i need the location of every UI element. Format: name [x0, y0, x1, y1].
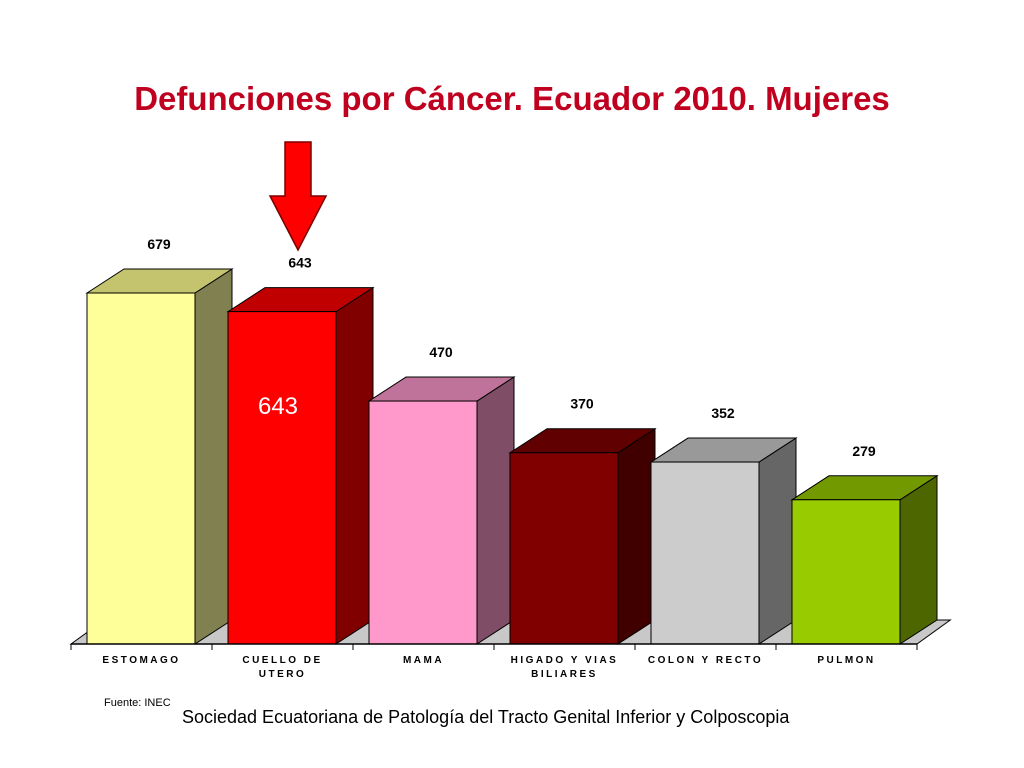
- highlight-arrow-icon: [268, 141, 328, 252]
- value-label: 470: [429, 344, 453, 360]
- bar: [86, 292, 196, 645]
- category-label: UTERO: [259, 669, 307, 680]
- bar-side: [194, 268, 233, 645]
- bar: [368, 400, 478, 645]
- bar: [509, 452, 619, 645]
- category-label: PULMON: [817, 655, 875, 666]
- category-label: MAMA: [403, 655, 444, 666]
- source-note: Fuente: INEC: [104, 697, 171, 709]
- value-label: 279: [852, 443, 876, 459]
- value-label: 352: [711, 405, 735, 421]
- category-label: HIGADO Y VIAS: [511, 655, 619, 666]
- footer-text: Sociedad Ecuatoriana de Patología del Tr…: [182, 707, 790, 727]
- bar: [791, 499, 901, 645]
- value-label: 679: [147, 236, 171, 252]
- category-label: BILIARES: [531, 669, 598, 680]
- bar: [227, 311, 337, 645]
- value-label: 370: [570, 396, 594, 412]
- bar-side: [335, 286, 374, 645]
- bar: [650, 461, 760, 645]
- bar-side: [899, 474, 938, 645]
- bar-side: [476, 376, 515, 645]
- bar-side: [758, 437, 797, 645]
- bar-side: [617, 427, 656, 645]
- category-label: ESTOMAGO: [102, 655, 180, 666]
- category-label: CUELLO DE: [242, 655, 322, 666]
- inner-value-label: 643: [258, 393, 298, 420]
- slide-title: Defunciones por Cáncer. Ecuador 2010. Mu…: [134, 80, 890, 117]
- category-label: COLON Y RECTO: [648, 655, 763, 666]
- value-label: 643: [288, 255, 312, 271]
